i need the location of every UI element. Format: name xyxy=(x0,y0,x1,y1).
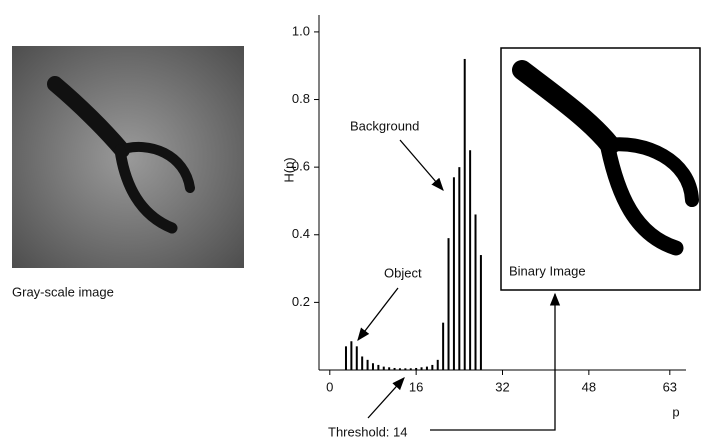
bar xyxy=(447,238,450,370)
x-tick-label: 16 xyxy=(409,379,423,394)
bar xyxy=(425,366,428,370)
x-tick-label: 0 xyxy=(326,379,333,394)
bar xyxy=(393,367,396,370)
y-tick-label: 0.2 xyxy=(292,294,310,309)
bar xyxy=(350,341,353,370)
bar xyxy=(409,368,412,370)
image-label: Binary Image xyxy=(509,263,586,278)
bar xyxy=(458,167,461,370)
bar xyxy=(474,214,477,370)
bar xyxy=(344,346,347,370)
bar xyxy=(366,359,369,370)
bar xyxy=(404,368,407,370)
y-tick-label: 1.0 xyxy=(292,23,310,38)
y-axis-label: H(p) xyxy=(281,157,296,182)
x-tick-label: 32 xyxy=(495,379,509,394)
bar xyxy=(452,177,455,370)
bar xyxy=(355,346,358,370)
x-axis-label: p xyxy=(672,404,679,419)
bar xyxy=(382,366,385,370)
y-tick-label: 0.6 xyxy=(292,159,310,174)
annotation: Threshold: 14 xyxy=(328,424,408,439)
bar xyxy=(371,363,374,370)
histogram: 0.2 0.4 0.6 0.8 1.0 0 16 32 48 63 xyxy=(292,15,686,394)
annotation: Background xyxy=(350,118,419,133)
bar xyxy=(479,255,482,370)
bar xyxy=(431,364,434,370)
x-tick-label: 63 xyxy=(663,379,677,394)
arrow xyxy=(430,292,561,431)
bar xyxy=(463,58,466,370)
bar xyxy=(442,322,445,370)
bar xyxy=(415,367,418,370)
x-tick-label: 48 xyxy=(582,379,596,394)
image-label: Gray-scale image xyxy=(12,284,114,299)
bar xyxy=(398,368,401,370)
bar xyxy=(436,359,439,370)
bar xyxy=(361,356,364,370)
y-tick-label: 0.4 xyxy=(292,226,310,241)
arrow xyxy=(399,139,444,191)
binary-image xyxy=(500,47,701,291)
bar xyxy=(388,367,391,370)
bar xyxy=(469,150,472,370)
arrow xyxy=(357,287,399,342)
bar xyxy=(420,367,423,370)
annotation: Object xyxy=(384,265,422,280)
bar xyxy=(377,364,380,370)
gray-scale-image xyxy=(12,46,244,268)
y-tick-label: 0.8 xyxy=(292,91,310,106)
arrow xyxy=(367,377,405,419)
